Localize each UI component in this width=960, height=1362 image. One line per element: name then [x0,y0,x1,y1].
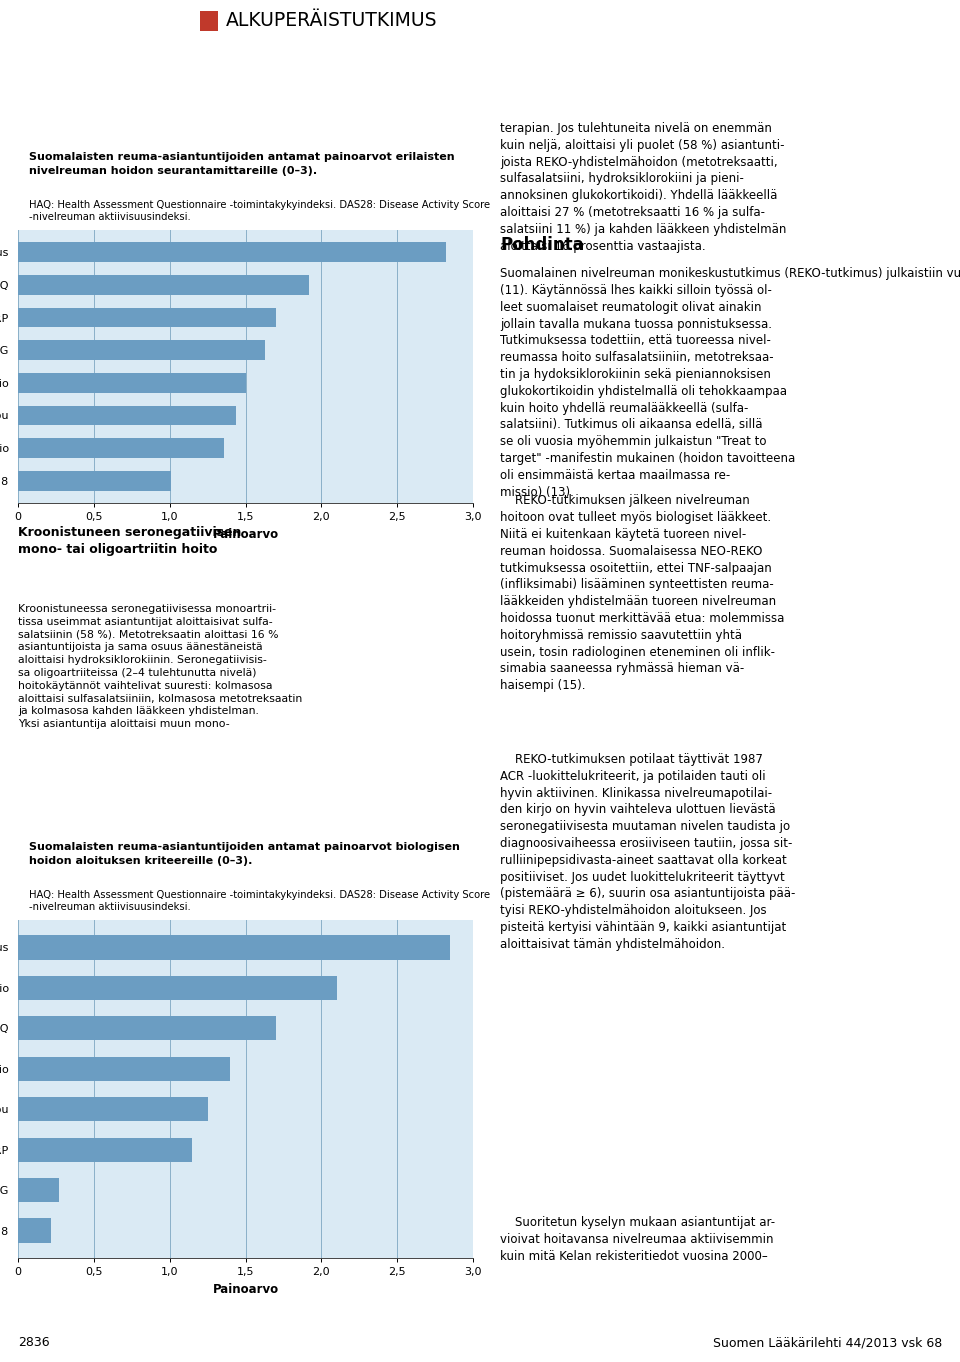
Bar [18,1057,230,1081]
Text: KUVIO 3.: KUVIO 3. [23,823,83,835]
Bar [200,11,218,31]
Bar [18,275,309,294]
Bar [18,1016,276,1041]
Text: Suomalainen nivelreuman monikeskustutkimus (REKO-tutkimus) julkaistiin vuonna 19: Suomalainen nivelreuman monikeskustutkim… [500,267,960,498]
Text: ALKUPERÄISTUTKIMUS: ALKUPERÄISTUTKIMUS [226,11,438,30]
Text: terapian. Jos tulehtuneita nivelä on enemmän
kuin neljä, aloittaisi yli puolet (: terapian. Jos tulehtuneita nivelä on ene… [500,123,786,252]
Bar [18,439,225,458]
X-axis label: Painoarvo: Painoarvo [212,527,278,541]
Text: Suoritetun kyselyn mukaan asiantuntijat ar-
vioivat hoitavansa nivelreumaa aktii: Suoritetun kyselyn mukaan asiantuntijat … [500,1216,775,1263]
Text: 2836: 2836 [18,1336,50,1350]
Bar [18,471,171,490]
Text: REKO-tutkimuksen jälkeen nivelreuman
hoitoon ovat tulleet myös biologiset lääkke: REKO-tutkimuksen jälkeen nivelreuman hoi… [500,494,784,692]
Bar [18,936,450,960]
Text: Suomen Lääkärilehti 44/2013 vsk 68: Suomen Lääkärilehti 44/2013 vsk 68 [712,1336,942,1350]
Bar [18,1096,207,1121]
Text: Kroonistuneessa seronegatiivisessa monoartrii-
tissa useimmat asiantuntijat aloi: Kroonistuneessa seronegatiivisessa monoa… [18,603,302,729]
Text: Pohdinta: Pohdinta [500,236,584,253]
Text: Suomalaisten reuma-asiantuntijoiden antamat painoarvot erilaisten
nivelreuman ho: Suomalaisten reuma-asiantuntijoiden anta… [30,153,455,176]
Bar [18,340,265,360]
Text: HAQ: Health Assessment Questionnaire -toimintakykyindeksi. DAS28: Disease Activi: HAQ: Health Assessment Questionnaire -to… [30,200,491,222]
Bar [18,1137,192,1162]
Text: Kroonistuneen seronegatiivisen
mono- tai oligoartriitin hoito: Kroonistuneen seronegatiivisen mono- tai… [18,526,241,556]
Bar [18,1178,59,1203]
Bar [18,406,236,425]
X-axis label: Painoarvo: Painoarvo [212,1283,278,1295]
Bar [18,1219,52,1242]
Bar [18,308,276,327]
Bar [18,975,337,1000]
Bar [18,373,246,392]
Text: HAQ: Health Assessment Questionnaire -toimintakykyindeksi. DAS28: Disease Activi: HAQ: Health Assessment Questionnaire -to… [30,889,491,913]
Text: REKO-tutkimuksen potilaat täyttivät 1987
ACR -luokittelukriteerit, ja potilaiden: REKO-tutkimuksen potilaat täyttivät 1987… [500,753,796,951]
Text: KUVIO 2.: KUVIO 2. [23,132,83,146]
Text: Suomalaisten reuma-asiantuntijoiden antamat painoarvot biologisen
hoidon aloituk: Suomalaisten reuma-asiantuntijoiden anta… [30,843,460,866]
Bar [18,242,445,262]
